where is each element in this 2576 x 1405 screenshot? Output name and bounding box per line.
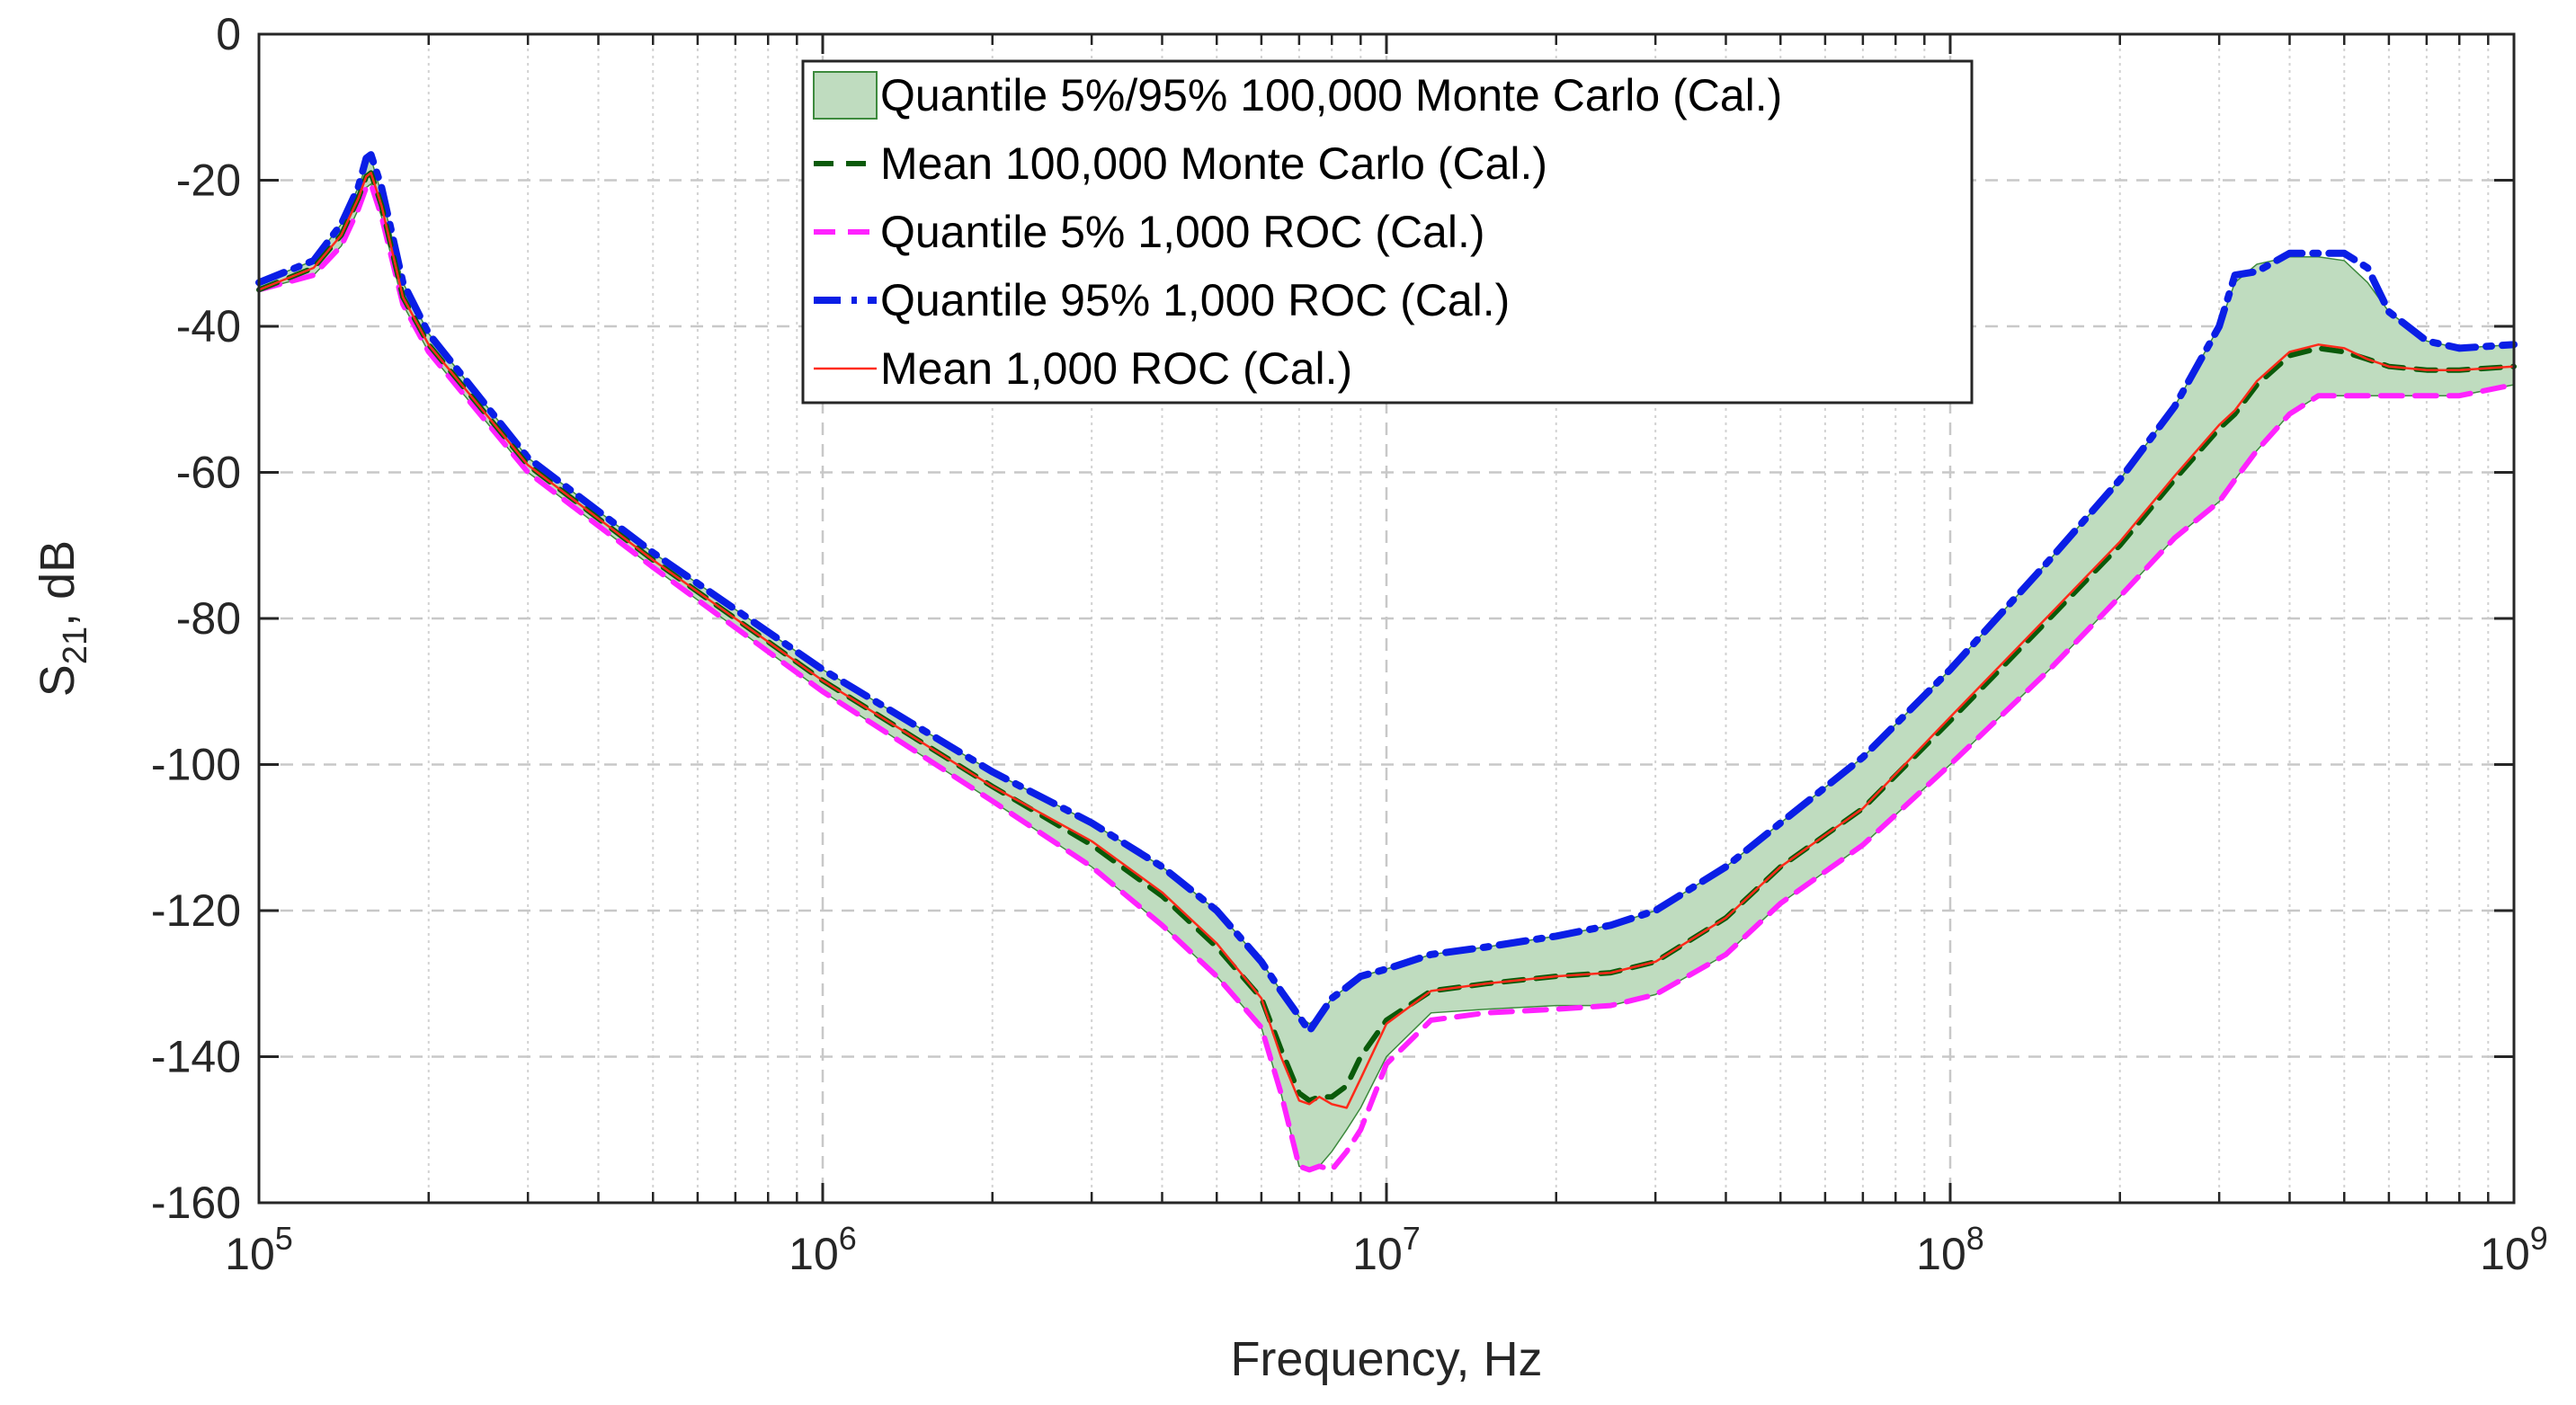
legend-item-roc-mean: Mean 1,000 ROC (Cal.)	[814, 343, 1352, 394]
legend-item-roc-q5: Quantile 5% 1,000 ROC (Cal.)	[814, 207, 1485, 257]
x-tick-label-base: 10	[789, 1229, 839, 1279]
y-axis-title-subscript: 21	[57, 627, 94, 664]
series-roc-mean-line	[257, 172, 2516, 1109]
y-tick-label: -140	[151, 1032, 241, 1082]
y-axis-title-main: S	[31, 664, 85, 697]
y-tick-label: -80	[176, 593, 241, 644]
legend-label: Quantile 95% 1,000 ROC (Cal.)	[880, 275, 1510, 325]
y-axis-title-tail: , dB	[31, 540, 85, 627]
x-tick-label: 105	[225, 1220, 293, 1279]
series-roc-q95-line	[255, 151, 2518, 1036]
x-tick-label-base: 10	[1352, 1229, 1403, 1279]
legend-item-roc-q95: Quantile 95% 1,000 ROC (Cal.)	[814, 275, 1510, 325]
legend-label: Quantile 5% 1,000 ROC (Cal.)	[880, 207, 1485, 257]
y-axis-title: S21, dB	[31, 540, 94, 697]
y-tick-label: -40	[176, 301, 241, 351]
x-tick-label: 107	[1352, 1220, 1421, 1279]
x-tick-label: 106	[789, 1220, 857, 1279]
x-tick-label-exponent: 9	[2530, 1220, 2548, 1257]
y-tick-label: -120	[151, 885, 241, 936]
y-tick-label: -160	[151, 1178, 241, 1228]
x-tick-label-base: 10	[2480, 1229, 2530, 1279]
legend-item-mc-mean: Mean 100,000 Monte Carlo (Cal.)	[814, 138, 1547, 189]
y-tick-label: -100	[151, 740, 241, 790]
y-tick-label: 0	[216, 9, 241, 59]
x-tick-labels: 105 106 107 108 109	[225, 1220, 2548, 1279]
x-tick-label-exponent: 5	[275, 1220, 293, 1257]
y-tick-label: -60	[176, 448, 241, 498]
legend-box	[801, 59, 1974, 405]
tick-marks	[257, 32, 2516, 1205]
x-axis-title: Frequency, Hz	[1230, 1332, 1542, 1386]
y-tick-labels: 0 -20 -40 -60 -80 -100 -120 -140 -160	[151, 9, 241, 1228]
legend-label: Mean 100,000 Monte Carlo (Cal.)	[880, 138, 1547, 189]
legend: Quantile 5%/95% 100,000 Monte Carlo (Cal…	[801, 59, 1974, 405]
x-tick-label-exponent: 7	[1403, 1220, 1421, 1257]
legend-swatch-band	[813, 71, 878, 120]
x-tick-label: 108	[1916, 1220, 1984, 1279]
x-tick-label-exponent: 6	[839, 1220, 857, 1257]
series-layer	[255, 151, 2518, 1173]
x-tick-label-base: 10	[1916, 1229, 1966, 1279]
x-tick-label: 109	[2480, 1220, 2548, 1279]
legend-label: Quantile 5%/95% 100,000 Monte Carlo (Cal…	[880, 70, 1782, 120]
legend-item-mc-band: Quantile 5%/95% 100,000 Monte Carlo (Cal…	[813, 70, 1782, 120]
legend-label: Mean 1,000 ROC (Cal.)	[880, 343, 1352, 394]
y-tick-label: -20	[176, 156, 241, 206]
x-tick-label-base: 10	[225, 1229, 275, 1279]
series-roc-q5-line	[256, 181, 2517, 1173]
x-tick-label-exponent: 8	[1966, 1220, 1984, 1257]
